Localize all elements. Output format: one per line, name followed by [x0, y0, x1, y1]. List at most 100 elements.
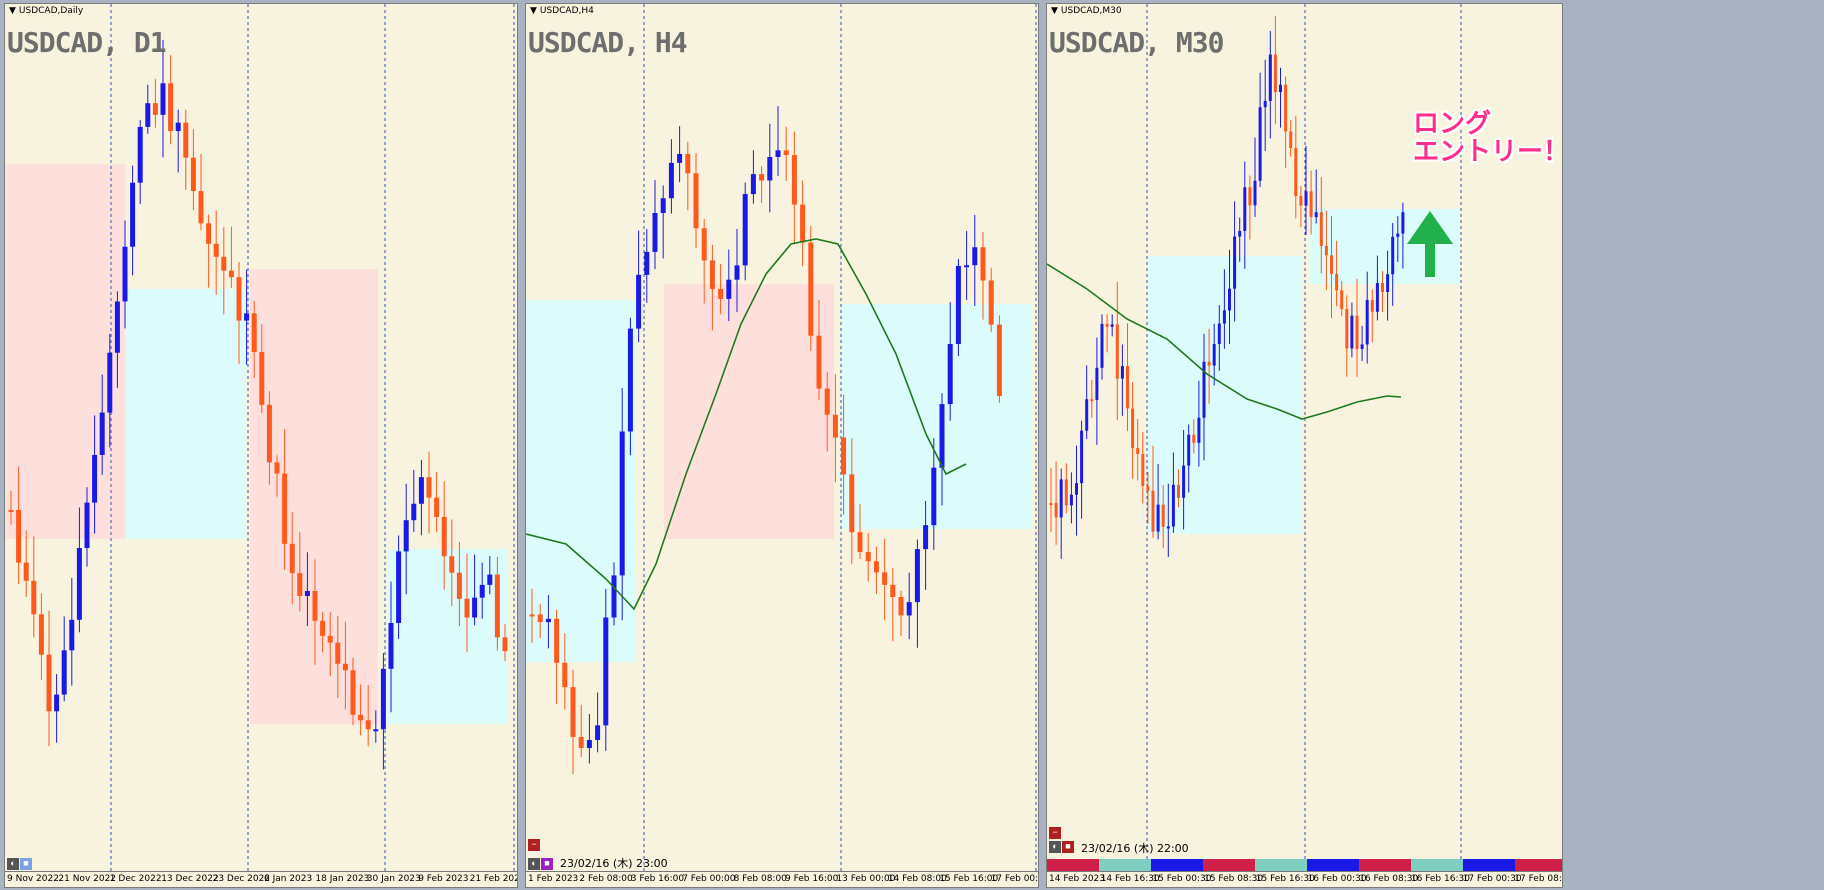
candle-body — [99, 412, 105, 455]
candle-body — [1365, 299, 1369, 345]
candle-body — [1386, 274, 1390, 292]
candle-body — [873, 561, 879, 573]
candle-body — [595, 725, 601, 740]
candle-body — [570, 687, 576, 737]
candle-body — [1141, 453, 1145, 486]
candle-body — [1115, 324, 1119, 379]
close-indicator-icon[interactable]: − — [1049, 827, 1061, 839]
candle-body — [84, 502, 90, 549]
time-axis-label: 9 Feb 16:00 — [785, 874, 839, 884]
candle-body — [947, 343, 953, 405]
candle-body — [213, 243, 219, 257]
candle-body — [289, 543, 295, 574]
candle-body — [1080, 430, 1084, 484]
candle-body — [1161, 504, 1165, 527]
time-axis-label: 15 Feb 16:00 — [939, 874, 999, 884]
chart-tool-icon-2[interactable]: ■ — [20, 858, 32, 870]
session-segment — [1099, 859, 1151, 871]
pane-title: ▼ USDCAD,H4 — [530, 6, 594, 16]
candle-body — [849, 474, 855, 533]
candle-body — [168, 83, 174, 132]
candle-body — [1284, 84, 1288, 132]
candle-body — [1391, 236, 1395, 275]
candle-body — [1105, 323, 1109, 327]
close-indicator-icon[interactable]: − — [528, 839, 540, 851]
candle-body — [759, 174, 765, 181]
candlestick-chart-d1[interactable] — [5, 4, 518, 888]
candle-body — [31, 580, 37, 615]
candle-body — [734, 265, 740, 280]
chart-pane-m30[interactable]: ▼ USDCAD,M30 USDCAD, M30 ロング エントリー！ − ◐ ■… — [1046, 3, 1563, 888]
candle-body — [76, 548, 82, 620]
candle-body — [1177, 484, 1180, 498]
candle-body — [1146, 485, 1150, 491]
candle-body — [236, 277, 242, 321]
candle-body — [1120, 366, 1124, 379]
chart-tool-icon-2[interactable]: ■ — [541, 858, 553, 870]
symbol-timeframe-label: USDCAD, D1 — [7, 26, 167, 59]
candle-body — [841, 437, 847, 475]
up-arrow-icon — [1407, 211, 1453, 277]
candle-body — [266, 404, 272, 463]
session-segment — [1359, 859, 1411, 871]
candle-body — [1289, 131, 1293, 149]
chart-pane-d1[interactable]: ▼ USDCAD,Daily USDCAD, D1 ◐ ■ 9 Nov 2022 2… — [4, 3, 518, 888]
dropdown-triangle-icon[interactable]: ▼ — [1051, 6, 1058, 16]
candle-body — [244, 313, 250, 321]
candle-body — [107, 352, 113, 413]
candle-body — [358, 714, 364, 721]
chart-tool-icon-2[interactable]: ■ — [1062, 841, 1074, 853]
candle-body — [380, 668, 386, 730]
candle-body — [54, 694, 60, 712]
candle-body — [1381, 283, 1384, 292]
time-axis-label: 16 Feb 00:30 — [1307, 874, 1367, 884]
dropdown-triangle-icon[interactable]: ▼ — [530, 6, 537, 16]
candle-body — [388, 622, 394, 669]
candle-body — [8, 509, 14, 512]
time-axis-label: 16 Feb 16:30 — [1410, 874, 1470, 884]
candle-body — [1258, 107, 1262, 181]
candle-body — [160, 83, 166, 115]
candle-body — [611, 575, 617, 618]
candle-body — [1253, 180, 1257, 206]
candle-body — [980, 247, 986, 281]
candle-body — [251, 313, 257, 353]
candle-body — [1136, 448, 1140, 454]
time-axis-label: 3 Feb 16:00 — [630, 874, 685, 884]
candle-body — [1233, 236, 1237, 289]
candle-body — [816, 335, 822, 389]
candle-body — [882, 572, 888, 585]
candle-body — [636, 274, 642, 329]
candle-body — [709, 260, 715, 289]
candle-body — [23, 562, 29, 581]
dropdown-triangle-icon[interactable]: ▼ — [9, 6, 16, 16]
chart-tool-icon[interactable]: ◐ — [7, 858, 19, 870]
candle-body — [456, 572, 462, 599]
candle-body — [1222, 310, 1226, 324]
candle-body — [1171, 484, 1175, 527]
crosshair-time-readout: 23/02/16 (木) 23:00 — [560, 857, 668, 870]
candle-body — [1309, 191, 1313, 218]
candle-body — [996, 324, 1002, 397]
candle-body — [122, 246, 128, 302]
time-axis-label: 16 Feb 08:30 — [1359, 874, 1419, 884]
time-axis-label: 15 Feb 16:30 — [1255, 874, 1315, 884]
candle-body — [152, 103, 158, 115]
candle-body — [1075, 483, 1078, 495]
candle-body — [327, 635, 333, 643]
candlestick-chart-m30[interactable] — [1047, 4, 1563, 888]
candle-body — [1355, 315, 1359, 349]
candle-body — [487, 574, 493, 585]
candle-body — [373, 729, 379, 732]
chart-pane-h4[interactable]: ▼ USDCAD,H4 USDCAD, H4 − ◐ ■ 23/02/16 (木)… — [525, 3, 1039, 888]
candle-body — [1330, 255, 1333, 274]
candle-body — [660, 198, 666, 213]
candle-body — [988, 280, 994, 325]
candlestick-chart-h4[interactable] — [526, 4, 1039, 888]
chart-tool-icon[interactable]: ◐ — [1049, 841, 1061, 853]
time-axis-label: 1 Feb 2023 — [528, 874, 579, 884]
candle-body — [586, 739, 592, 749]
candle-body — [1319, 212, 1323, 247]
candle-body — [857, 532, 863, 553]
chart-tool-icon[interactable]: ◐ — [528, 858, 540, 870]
